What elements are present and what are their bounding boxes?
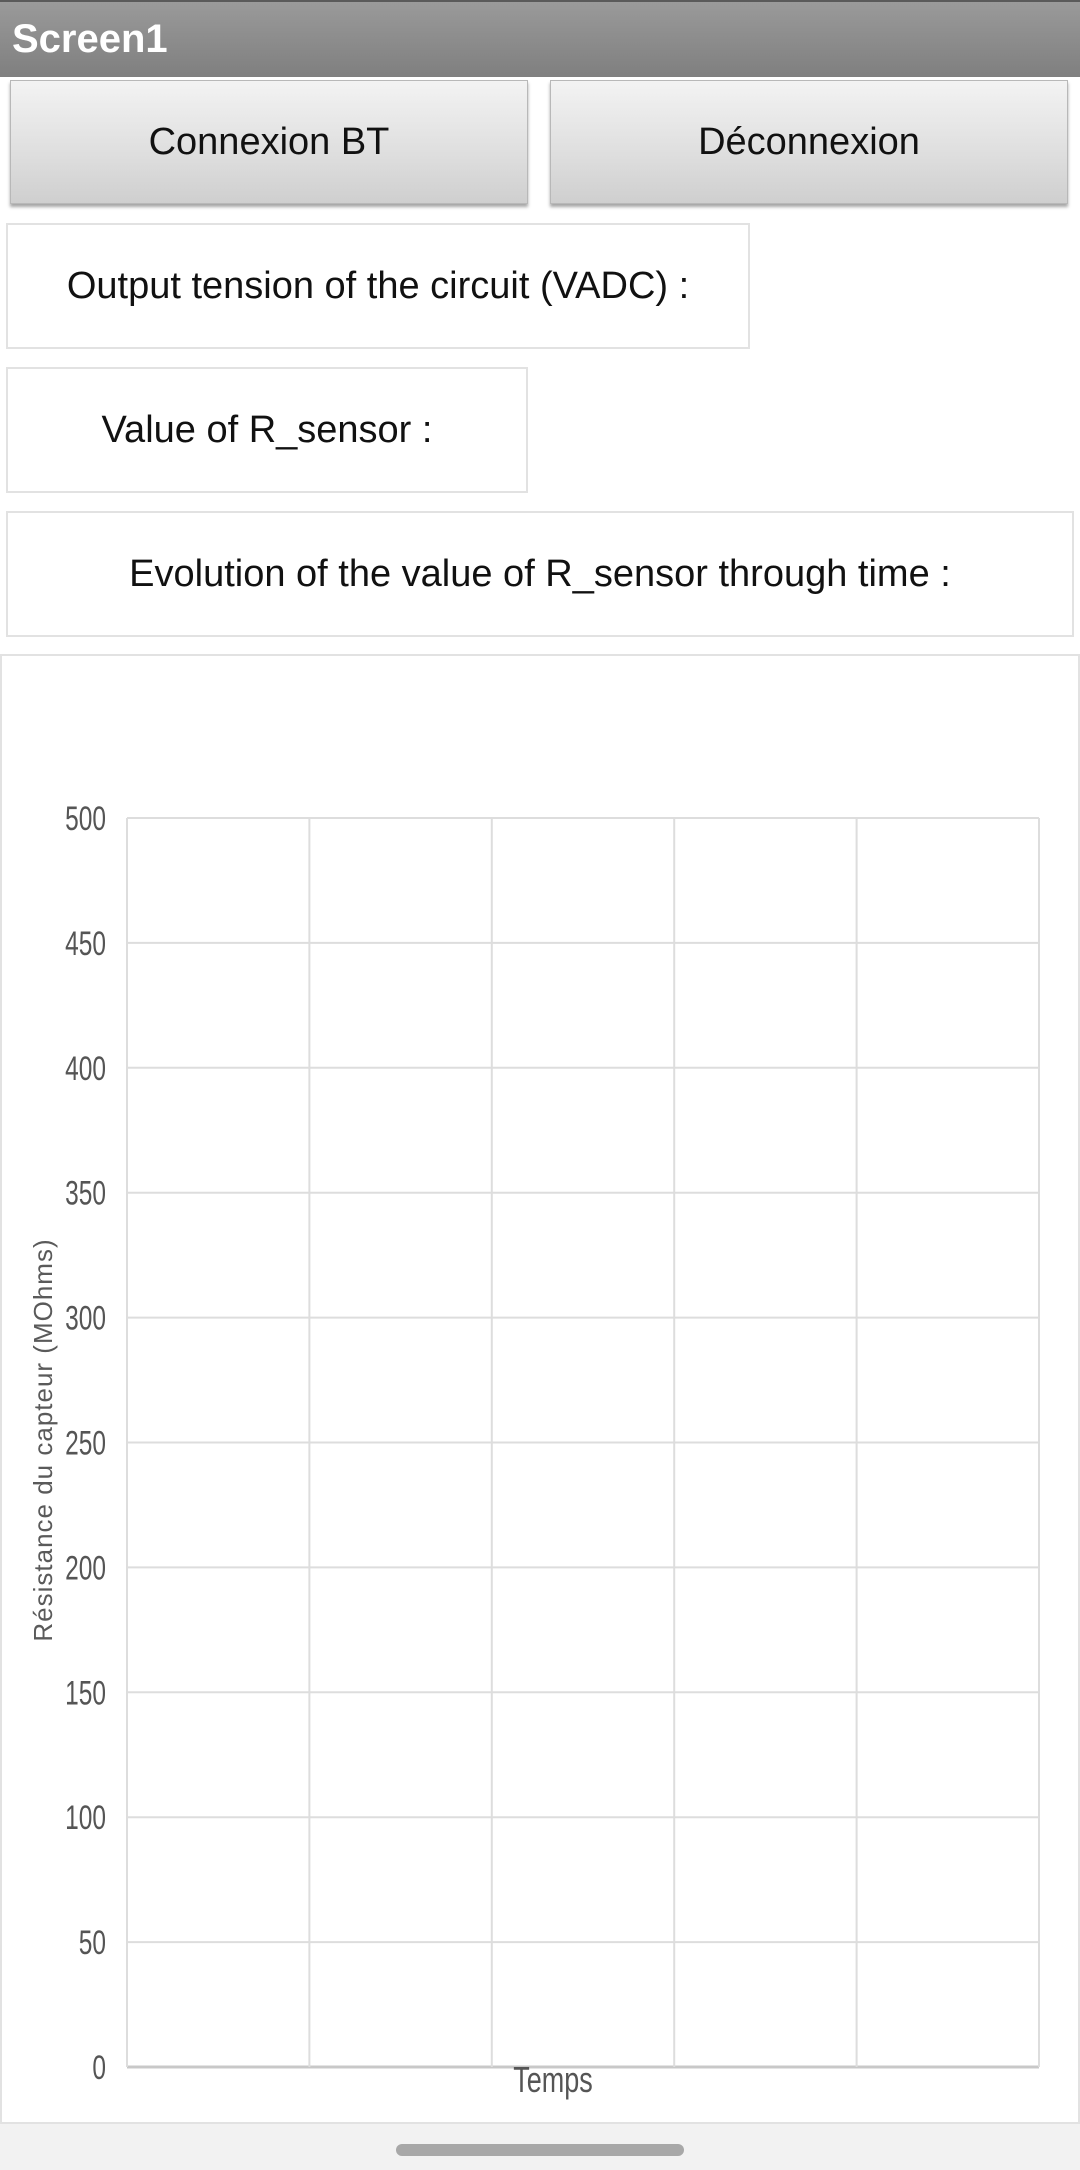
y-tick-label: 0 — [92, 2049, 106, 2087]
app-title-bar: Screen1 — [0, 0, 1080, 77]
disconnect-button[interactable]: Déconnexion — [550, 80, 1068, 204]
chart-y-ticks: 0 50 100 150 200 250 300 350 400 450 500 — [65, 800, 106, 2087]
y-tick-label: 300 — [65, 1300, 106, 1338]
chart-y-axis-label: Résistance du capteur (MOhms) — [28, 1238, 58, 1641]
y-tick-label: 100 — [65, 1799, 106, 1837]
y-tick-label: 450 — [65, 925, 106, 963]
home-gesture-handle[interactable] — [396, 2144, 684, 2156]
chart-container: 0 50 100 150 200 250 300 350 400 450 500 Résistanc… — [0, 654, 1080, 2124]
app-title: Screen1 — [12, 17, 168, 61]
rsensor-label-text: Value of R_sensor : — [101, 408, 433, 451]
chart-x-axis-label: Temps — [513, 2059, 592, 2100]
evolution-label: Evolution of the value of R_sensor throu… — [6, 511, 1074, 637]
y-tick-label: 250 — [65, 1425, 106, 1463]
system-nav-bar — [0, 2124, 1080, 2170]
resistance-chart: 0 50 100 150 200 250 300 350 400 450 500 Résistanc… — [28, 800, 1040, 2100]
y-tick-label: 150 — [65, 1674, 106, 1712]
rsensor-label: Value of R_sensor : — [6, 367, 528, 493]
vadc-label: Output tension of the circuit (VADC) : — [6, 223, 750, 349]
y-tick-label: 500 — [65, 800, 106, 838]
y-tick-label: 350 — [65, 1175, 106, 1213]
y-tick-label: 50 — [79, 1924, 106, 1962]
y-tick-label: 200 — [65, 1550, 106, 1588]
vadc-label-text: Output tension of the circuit (VADC) : — [66, 264, 690, 307]
chart-grid — [126, 817, 1040, 2069]
connect-bt-button[interactable]: Connexion BT — [10, 80, 528, 204]
evolution-label-text: Evolution of the value of R_sensor throu… — [129, 552, 951, 595]
y-tick-label: 400 — [65, 1050, 106, 1088]
